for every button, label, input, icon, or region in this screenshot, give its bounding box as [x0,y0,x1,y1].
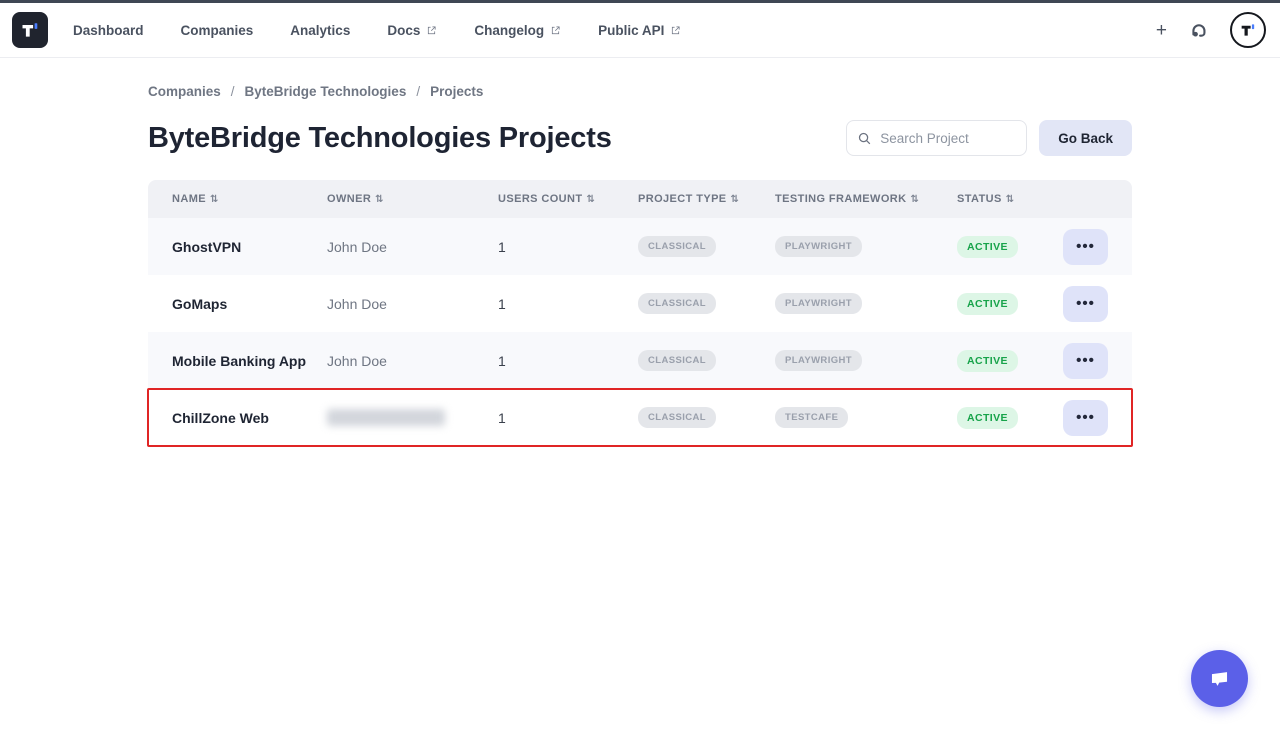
breadcrumb-item[interactable]: Companies [148,84,221,99]
chat-bubble-icon [1211,672,1228,686]
testing-framework-badge: TESTCAFE [775,407,849,428]
column-header-label: OWNER [327,193,372,205]
column-header[interactable]: STATUS ⇅ [957,180,1063,218]
nav-item-label: Analytics [290,22,351,38]
logo-t-icon [22,23,38,37]
sort-icon[interactable]: ⇅ [910,193,920,205]
toolbar: Go Back [846,120,1132,156]
column-header-label: NAME [172,193,206,205]
redacted-owner-blur [327,409,445,426]
project-owner: John Doe [327,352,387,369]
add-button[interactable]: + [1155,19,1167,41]
external-link-icon [552,25,560,34]
sort-icon[interactable]: ⇅ [210,193,219,205]
navbar: Dashboard Companies Analytics Docs Chang… [0,3,1280,58]
project-name[interactable]: GoMaps [172,295,228,312]
sort-icon[interactable]: ⇅ [1005,193,1015,205]
users-count: 1 [498,409,506,426]
column-header-label: TESTING FRAMEWORK [775,193,907,205]
breadcrumb-separator: / [416,84,421,99]
status-badge: ACTIVE [957,292,1018,315]
user-avatar[interactable] [1230,12,1266,48]
row-actions-button[interactable]: ••• [1063,228,1108,265]
nav-item-label: Changelog [474,22,545,38]
breadcrumb: Companies / ByteBridge Technologies / Pr… [148,84,1132,99]
nav-item-label: Public API [598,22,665,38]
nav-item[interactable]: Analytics [290,23,350,38]
search-box[interactable] [846,120,1028,156]
testing-framework-badge: PLAYWRIGHT [775,293,862,314]
table-row[interactable]: ChillZone Web 1 CLASSICAL TESTCAFE ACTIV… [147,388,1133,447]
column-header-label: USERS COUNT [498,193,583,205]
column-header-label: STATUS [957,193,1002,205]
external-link-icon [428,25,436,34]
testing-framework-badge: PLAYWRIGHT [775,236,862,257]
users-count: 1 [498,295,506,312]
column-header[interactable]: PROJECT TYPE ⇅ [638,180,775,218]
column-header-label: PROJECT TYPE [638,193,727,205]
support-headset-icon[interactable] [1188,20,1209,41]
nav-item-label: Docs [387,22,421,38]
column-header[interactable]: NAME ⇅ [172,180,327,218]
projects-table: NAME ⇅ OWNER ⇅ USERS COUNT ⇅ PROJECT TYP… [147,180,1133,447]
go-back-button[interactable]: Go Back [1039,120,1132,156]
avatar-t-icon [1241,24,1255,36]
status-badge: ACTIVE [957,349,1018,372]
window-top-bar [0,0,1280,3]
sort-icon[interactable]: ⇅ [375,193,384,205]
column-header[interactable]: OWNER ⇅ [327,180,498,218]
nav-item[interactable]: Public API [598,23,681,38]
project-name[interactable]: GhostVPN [172,238,242,255]
nav-item-label: Companies [180,22,254,38]
project-owner [327,409,498,426]
project-type-badge: CLASSICAL [638,293,716,314]
project-type-badge: CLASSICAL [638,407,716,428]
users-count: 1 [498,238,506,255]
testing-framework-badge: PLAYWRIGHT [775,350,862,371]
project-owner: John Doe [327,295,387,312]
column-header[interactable]: USERS COUNT ⇅ [498,180,638,218]
search-icon [859,132,871,144]
search-input[interactable] [880,130,1017,146]
breadcrumb-separator: / [230,84,235,99]
sort-icon[interactable]: ⇅ [586,193,596,205]
chat-widget-button[interactable] [1191,650,1248,707]
external-link-icon [672,25,680,34]
app-logo[interactable] [12,12,48,48]
table-row[interactable]: Mobile Banking App John Doe 1 CLASSICAL … [148,332,1132,389]
column-header[interactable]: TESTING FRAMEWORK ⇅ [775,180,957,218]
breadcrumb-item[interactable]: Projects [430,84,484,99]
table-row[interactable]: GoMaps John Doe 1 CLASSICAL PLAYWRIGHT A… [148,275,1132,332]
nav-item[interactable]: Docs [387,23,437,38]
users-count: 1 [498,352,506,369]
project-name[interactable]: ChillZone Web [172,409,269,426]
nav-item-label: Dashboard [73,22,144,38]
nav-item[interactable]: Changelog [474,23,561,38]
status-badge: ACTIVE [957,235,1018,258]
table-row[interactable]: GhostVPN John Doe 1 CLASSICAL PLAYWRIGHT… [148,218,1132,275]
project-type-badge: CLASSICAL [638,236,716,257]
row-actions-button[interactable]: ••• [1063,342,1108,379]
sort-icon[interactable]: ⇅ [730,193,740,205]
project-owner: John Doe [327,238,387,255]
row-actions-button[interactable]: ••• [1063,399,1108,436]
page-title: ByteBridge Technologies Projects [148,121,612,154]
project-type-badge: CLASSICAL [638,350,716,371]
nav-right-actions: + [1156,12,1266,48]
nav-item[interactable]: Dashboard [73,23,144,38]
table-body: GhostVPN John Doe 1 CLASSICAL PLAYWRIGHT… [147,218,1133,447]
status-badge: ACTIVE [957,406,1018,429]
breadcrumb-item[interactable]: ByteBridge Technologies [244,84,407,99]
main-content: Companies / ByteBridge Technologies / Pr… [147,84,1133,447]
project-name[interactable]: Mobile Banking App [172,352,307,369]
row-actions-button[interactable]: ••• [1063,285,1108,322]
title-row: ByteBridge Technologies Projects Go Back [148,120,1132,156]
table-header: NAME ⇅ OWNER ⇅ USERS COUNT ⇅ PROJECT TYP… [148,180,1132,218]
nav-item[interactable]: Companies [181,23,254,38]
nav-links: Dashboard Companies Analytics Docs Chang… [73,23,681,38]
